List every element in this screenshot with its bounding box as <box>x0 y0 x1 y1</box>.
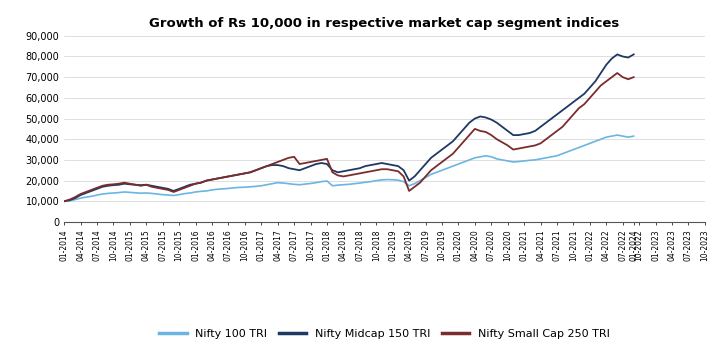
Nifty Midcap 150 TRI <box>306 164 315 168</box>
Nifty Midcap 150 TRI <box>66 198 74 202</box>
Nifty Small Cap 250 TRI <box>629 75 638 79</box>
Line: Nifty 100 TRI: Nifty 100 TRI <box>64 135 634 201</box>
Nifty 100 TRI <box>137 191 145 195</box>
Nifty 100 TRI <box>613 133 622 137</box>
Nifty Midcap 150 TRI <box>629 52 638 57</box>
Nifty Midcap 150 TRI <box>624 55 632 60</box>
Nifty 100 TRI <box>306 182 315 186</box>
Nifty 100 TRI <box>624 135 632 139</box>
Nifty Small Cap 250 TRI <box>66 198 74 202</box>
Nifty 100 TRI <box>66 199 74 203</box>
Nifty 100 TRI <box>471 156 479 160</box>
Nifty 100 TRI <box>629 134 638 138</box>
Nifty Midcap 150 TRI <box>476 114 485 118</box>
Nifty Midcap 150 TRI <box>137 183 145 187</box>
Nifty Small Cap 250 TRI <box>137 184 145 188</box>
Nifty Midcap 150 TRI <box>471 116 479 121</box>
Nifty Midcap 150 TRI <box>613 52 622 57</box>
Nifty Small Cap 250 TRI <box>60 199 68 203</box>
Nifty Midcap 150 TRI <box>60 199 68 203</box>
Line: Nifty Midcap 150 TRI: Nifty Midcap 150 TRI <box>64 54 634 201</box>
Nifty 100 TRI <box>60 199 68 203</box>
Nifty 100 TRI <box>476 155 485 159</box>
Legend: Nifty 100 TRI, Nifty Midcap 150 TRI, Nifty Small Cap 250 TRI: Nifty 100 TRI, Nifty Midcap 150 TRI, Nif… <box>155 324 614 343</box>
Nifty Small Cap 250 TRI <box>476 129 485 133</box>
Nifty Small Cap 250 TRI <box>306 160 315 164</box>
Nifty Small Cap 250 TRI <box>613 71 622 75</box>
Nifty Small Cap 250 TRI <box>471 127 479 131</box>
Line: Nifty Small Cap 250 TRI: Nifty Small Cap 250 TRI <box>64 73 634 201</box>
Nifty Small Cap 250 TRI <box>624 77 632 81</box>
Title: Growth of Rs 10,000 in respective market cap segment indices: Growth of Rs 10,000 in respective market… <box>150 18 619 30</box>
